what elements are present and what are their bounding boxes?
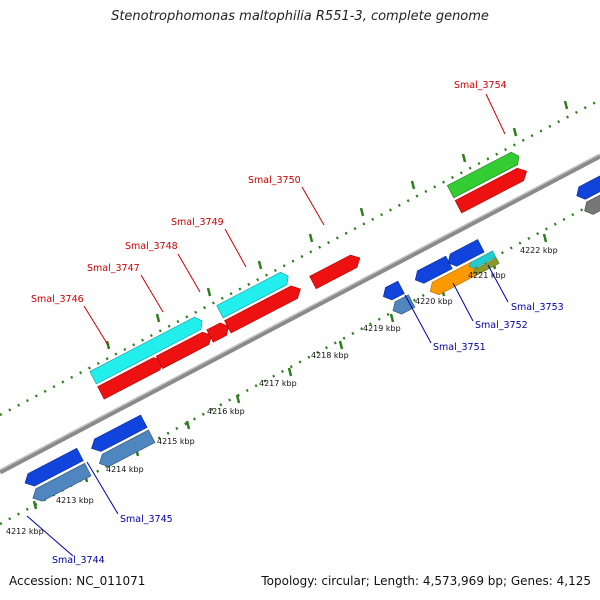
gene-leader-line-smal_3754 [485, 93, 506, 135]
gene-arrow-smal-3752-blue[interactable] [412, 255, 453, 286]
gene-arrow-smal-3753-blue[interactable] [445, 239, 485, 270]
gene-leader-line-smal_3745 [86, 461, 119, 515]
major-tick-0 [32, 500, 38, 510]
genome-summary-text: Topology: circular; Length: 4,573,969 bp… [261, 574, 591, 588]
gene-label-smal_3747[interactable]: Smal_3747 [87, 263, 140, 274]
major-tick-14 [257, 260, 263, 270]
gene-arrow-smal-3744-steel[interactable] [30, 462, 92, 504]
tick-label-4217-kbp: 4217 kbp [259, 379, 297, 388]
gene-arrow-smal-3748[interactable] [206, 320, 232, 343]
major-tick-3 [185, 420, 191, 430]
gene-leader-line-smal_3744 [26, 515, 74, 557]
gene-arrow-smal-3754-red[interactable] [454, 165, 530, 214]
major-tick-17 [410, 180, 416, 190]
major-tick-13 [206, 287, 212, 297]
reverse-tick-track [0, 198, 600, 526]
gene-leader-line-smal_3753 [487, 264, 509, 303]
gene-arrow-smal-3745-steel[interactable] [96, 429, 156, 470]
major-tick-20 [563, 100, 569, 110]
gene-arrow-smal-3749-red[interactable] [224, 283, 304, 334]
gene-arrow-edge-blue[interactable] [573, 161, 600, 202]
gene-leader-line-smal_3747 [140, 274, 164, 313]
gene-label-smal_3754[interactable]: Smal_3754 [454, 80, 507, 91]
tick-label-4218-kbp: 4218 kbp [311, 351, 349, 360]
gene-leader-line-smal_3751 [404, 294, 432, 344]
map-title: Stenotrophomonas maltophilia R551-3, com… [111, 9, 489, 24]
gene-arrow-smal-3751[interactable] [380, 280, 405, 303]
major-tick-6 [338, 340, 344, 350]
gene-label-smal_3751[interactable]: Smal_3751 [433, 342, 486, 353]
gene-leader-line-smal_3746 [83, 305, 109, 346]
genome-backbone [0, 153, 600, 475]
accession-text: Accession: NC_011071 [9, 574, 146, 588]
major-tick-4 [235, 394, 241, 404]
gene-arrow-edge-gray[interactable] [581, 176, 600, 217]
gene-arrow-smal-3753-olive[interactable] [471, 257, 500, 276]
major-tick-19 [512, 127, 518, 137]
gene-arrow-smal-3749-cyan[interactable] [216, 270, 292, 319]
gene-arrow-smal-3754-green[interactable] [446, 150, 522, 199]
gene-leader-line-smal_3752 [452, 282, 474, 322]
genome-backbone-highlight [0, 153, 600, 471]
gene-arrow-smal-3752-orange[interactable] [427, 261, 479, 298]
gene-arrow-smal-3753-cyan[interactable] [468, 250, 497, 270]
tick-label-4221-kbp: 4221 kbp [468, 271, 506, 280]
major-tick-15 [308, 233, 314, 243]
gene-arrow-smal-3751-steel[interactable] [390, 294, 416, 317]
gene-label-smal_3745[interactable]: Smal_3745 [120, 514, 173, 525]
gene-label-smal_3748[interactable]: Smal_3748 [125, 241, 178, 252]
major-tick-12 [155, 313, 161, 323]
tick-label-4216-kbp: 4216 kbp [207, 407, 245, 416]
gene-label-smal_3753[interactable]: Smal_3753 [511, 302, 564, 313]
gene-arrow-cyan-a[interactable] [89, 315, 206, 385]
tick-label-4212-kbp: 4212 kbp [6, 527, 44, 536]
tick-label-4219-kbp: 4219 kbp [363, 324, 401, 333]
gene-label-smal_3746[interactable]: Smal_3746 [31, 294, 84, 305]
tick-label-4215-kbp: 4215 kbp [157, 437, 195, 446]
gene-label-smal_3750[interactable]: Smal_3750 [248, 175, 301, 186]
major-tick-5 [287, 367, 293, 377]
gene-label-smal_3749[interactable]: Smal_3749 [171, 217, 224, 228]
forward-tick-track [0, 98, 600, 417]
gene-leader-line-smal_3748 [177, 253, 201, 293]
major-tick-7 [389, 313, 395, 323]
major-tick-16 [359, 207, 365, 217]
gene-arrow-smal-3745[interactable] [88, 414, 148, 455]
gene-arrow-smal-3744[interactable] [22, 447, 84, 489]
tick-label-4222-kbp: 4222 kbp [520, 246, 558, 255]
major-tick-10 [542, 233, 548, 243]
gene-label-smal_3744[interactable]: Smal_3744 [52, 555, 105, 566]
tick-label-4220-kbp: 4220 kbp [415, 297, 453, 306]
gene-label-smal_3752[interactable]: Smal_3752 [475, 320, 528, 331]
tick-label-4214-kbp: 4214 kbp [106, 465, 144, 474]
major-tick-18 [461, 153, 467, 163]
gene-arrow-smal-3750[interactable] [309, 252, 363, 290]
tick-label-4213-kbp: 4213 kbp [56, 496, 94, 505]
gene-leader-line-smal_3749 [224, 228, 247, 268]
gene-leader-line-smal_3750 [301, 186, 325, 226]
gene-arrow-smal-3747[interactable] [155, 329, 215, 369]
